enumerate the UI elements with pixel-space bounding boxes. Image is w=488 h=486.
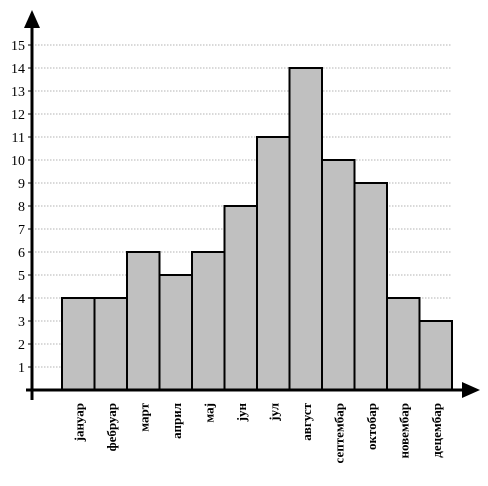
bar-10 <box>353 182 388 391</box>
y-axis-arrow <box>24 10 40 28</box>
bar-8 <box>288 67 323 391</box>
bar-6 <box>223 205 258 391</box>
axes <box>24 10 480 400</box>
x-category-label-12: децембар <box>429 403 444 458</box>
x-axis-arrow <box>462 382 480 398</box>
y-tick-label-7: 7 <box>18 223 25 238</box>
x-category-label-11: новембар <box>396 403 411 459</box>
bar-3 <box>126 251 161 391</box>
x-category-label-8: август <box>299 402 314 440</box>
bar-1 <box>61 297 96 391</box>
x-category-label-7: јул <box>266 403 281 422</box>
y-tick-label-1: 1 <box>18 361 25 376</box>
y-tick-label-10: 10 <box>11 154 25 169</box>
x-category-label-9: септембар <box>331 403 346 463</box>
y-tick-label-4: 4 <box>18 292 25 307</box>
y-tick-label-3: 3 <box>18 315 25 330</box>
bar-4 <box>158 274 193 391</box>
y-tick-label-6: 6 <box>18 246 25 261</box>
x-category-label-5: мај <box>201 403 216 423</box>
y-tick-label-5: 5 <box>18 269 25 284</box>
x-category-label-2: фебруар <box>104 403 119 451</box>
x-category-label-6: јун <box>234 402 249 422</box>
y-tick-label-13: 13 <box>11 85 25 100</box>
y-tick-label-11: 11 <box>12 131 25 146</box>
bar-11 <box>386 297 421 391</box>
y-tick-label-2: 2 <box>18 338 25 353</box>
bar-5 <box>191 251 226 391</box>
x-category-label-4: април <box>169 403 184 439</box>
y-tick-label-12: 12 <box>11 108 25 123</box>
y-tick-label-8: 8 <box>18 200 25 215</box>
bar-7 <box>256 136 291 391</box>
y-tick-label-15: 15 <box>11 39 25 54</box>
x-category-label-1: јануар <box>71 403 86 442</box>
x-axis-labels: јануар фебруар март април мај јун јул август сеп… <box>71 402 444 463</box>
bar-12 <box>418 320 453 391</box>
x-category-label-3: март <box>136 402 151 431</box>
y-tick-label-14: 14 <box>11 62 25 77</box>
bar-2 <box>93 297 128 391</box>
bar-9 <box>321 159 356 391</box>
x-category-label-10: октобар <box>364 403 379 450</box>
y-tick-label-9: 9 <box>18 177 25 192</box>
